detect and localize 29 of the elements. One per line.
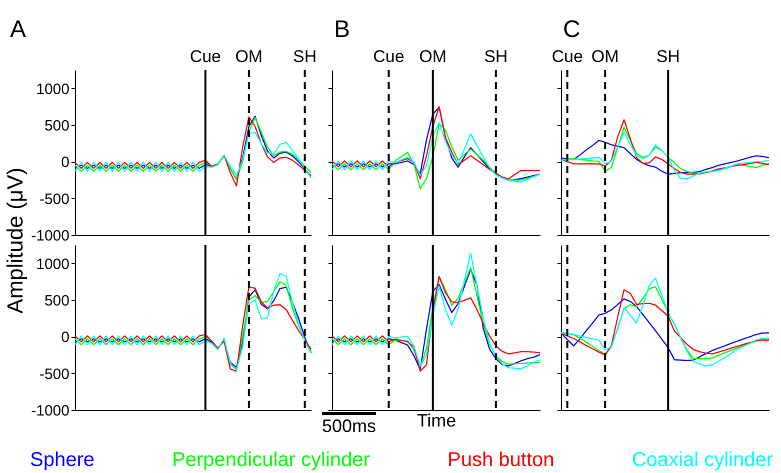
y-tick-label: 500 xyxy=(44,292,70,310)
text: Push button xyxy=(448,449,554,472)
y-tick-label: 500 xyxy=(44,118,70,134)
chart-title: B xyxy=(334,16,350,43)
y-tick-label: -1000 xyxy=(31,228,70,244)
x-tick-label: Cue xyxy=(190,47,222,66)
text: Coaxial cylinder xyxy=(632,449,773,472)
y-tick-label: 0 xyxy=(61,329,70,346)
text: Sphere xyxy=(30,449,94,472)
x-tick-label: Cue xyxy=(552,47,583,66)
text: Perpendicular cylinder xyxy=(172,449,370,472)
chart-title: C xyxy=(563,16,580,43)
y-axis-title: Amplitude (μV) xyxy=(2,168,28,314)
y-tick-label: -500 xyxy=(39,366,70,383)
y-tick-label: 1000 xyxy=(36,80,70,98)
x-tick-label: OM xyxy=(591,47,619,66)
y-tick-label: 1000 xyxy=(36,256,70,273)
x-tick-label: OM xyxy=(419,47,447,66)
x-tick-label: SH xyxy=(656,47,680,66)
x-tick-label: SH xyxy=(292,47,317,66)
x-tick-label: Cue xyxy=(373,47,404,66)
chart-title: A xyxy=(10,16,26,43)
x-tick-label: SH xyxy=(484,47,508,66)
y-tick-label: 0 xyxy=(61,154,70,172)
x-tick-label: OM xyxy=(235,47,263,66)
y-tick-label: -500 xyxy=(39,190,70,208)
x-axis-title: Time xyxy=(416,410,456,430)
y-tick-label: -1000 xyxy=(31,402,70,420)
text: 500ms xyxy=(322,416,376,436)
